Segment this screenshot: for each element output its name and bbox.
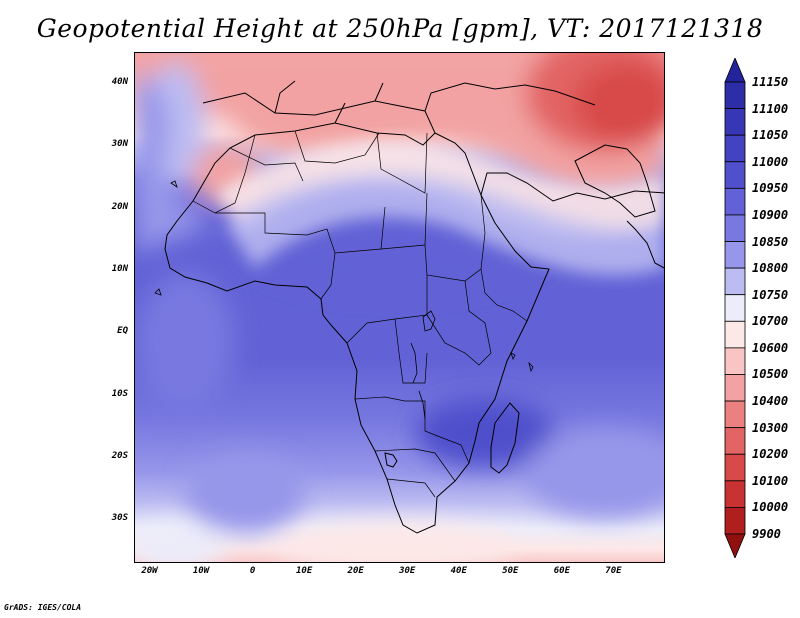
lon-label: 50E bbox=[502, 566, 519, 576]
colorbar-label: 10750 bbox=[752, 287, 789, 302]
colorbar-label: 10400 bbox=[752, 394, 789, 409]
colorbar bbox=[724, 58, 746, 558]
colorbar-segment bbox=[724, 427, 746, 455]
colorbar-label: 10300 bbox=[752, 420, 789, 435]
lon-label: 0 bbox=[249, 566, 256, 576]
colorbar-label: 11150 bbox=[752, 75, 789, 89]
colorbar-label: 10100 bbox=[752, 473, 789, 488]
lon-label: 10W bbox=[192, 566, 210, 576]
colorbar-segment bbox=[724, 347, 746, 375]
colorbar-label: 9900 bbox=[752, 527, 781, 541]
lat-label: 20N bbox=[111, 201, 128, 212]
colorbar-label: 10800 bbox=[752, 261, 789, 276]
colorbar-label: 10900 bbox=[752, 207, 789, 222]
colorbar-segment bbox=[724, 320, 746, 349]
colorbar-segment bbox=[724, 374, 746, 402]
country-borders bbox=[192, 130, 528, 498]
lat-label: 20S bbox=[111, 451, 128, 462]
lon-label: 40E bbox=[450, 566, 467, 576]
colorbar-segment bbox=[724, 507, 746, 535]
colorbar-segment bbox=[724, 480, 746, 508]
grads-credit: GrADS: IGES/COLA bbox=[4, 603, 82, 612]
colorbar-segment bbox=[724, 81, 746, 109]
colorbar-segment bbox=[724, 134, 746, 163]
colorbar-segment bbox=[724, 214, 746, 242]
lat-label: 40N bbox=[111, 77, 128, 88]
colorbar-segment bbox=[724, 400, 746, 429]
colorbar-segment bbox=[724, 241, 746, 269]
lat-label: 10N bbox=[111, 264, 128, 275]
colorbar-segment bbox=[724, 294, 746, 322]
colorbar-label: 11000 bbox=[752, 154, 789, 169]
lat-label: 30S bbox=[111, 513, 128, 524]
colorbar-label: 10600 bbox=[752, 340, 789, 355]
colorbar-label: 10950 bbox=[752, 181, 789, 196]
lon-label: 30E bbox=[399, 566, 416, 576]
colorbar-top-arrow bbox=[724, 58, 746, 83]
lon-label: 20E bbox=[347, 566, 364, 576]
lon-label: 60E bbox=[553, 566, 571, 576]
colorbar-label: 10000 bbox=[752, 500, 789, 515]
colorbar-segment bbox=[724, 267, 746, 296]
lakes-islands bbox=[154, 180, 534, 420]
map-canvas bbox=[135, 53, 664, 562]
colorbar-label: 10850 bbox=[752, 234, 789, 249]
colorbar-segment bbox=[724, 161, 746, 189]
colorbar-segment bbox=[724, 187, 746, 216]
colorbar-segment bbox=[724, 108, 746, 136]
map-title: Geopotential Height at 250hPa [gpm], VT:… bbox=[36, 14, 764, 43]
colorbar-label: 10200 bbox=[752, 447, 789, 462]
lon-label: 20W bbox=[141, 566, 158, 576]
colorbar-label: 10700 bbox=[752, 314, 789, 329]
lon-label: 70E bbox=[605, 566, 622, 576]
lat-label: 30N bbox=[111, 139, 128, 150]
colorbar-label: 11100 bbox=[752, 101, 789, 116]
lat-label: EQ bbox=[117, 326, 128, 337]
colorbar-label: 11050 bbox=[752, 128, 789, 143]
colorbar-bottom-arrow bbox=[724, 533, 746, 558]
lon-label: 10E bbox=[295, 566, 313, 576]
colorbar-segment bbox=[724, 453, 746, 482]
lat-label: 10S bbox=[111, 388, 128, 399]
map-panel bbox=[134, 52, 665, 563]
colorbar-label: 10500 bbox=[752, 367, 789, 382]
